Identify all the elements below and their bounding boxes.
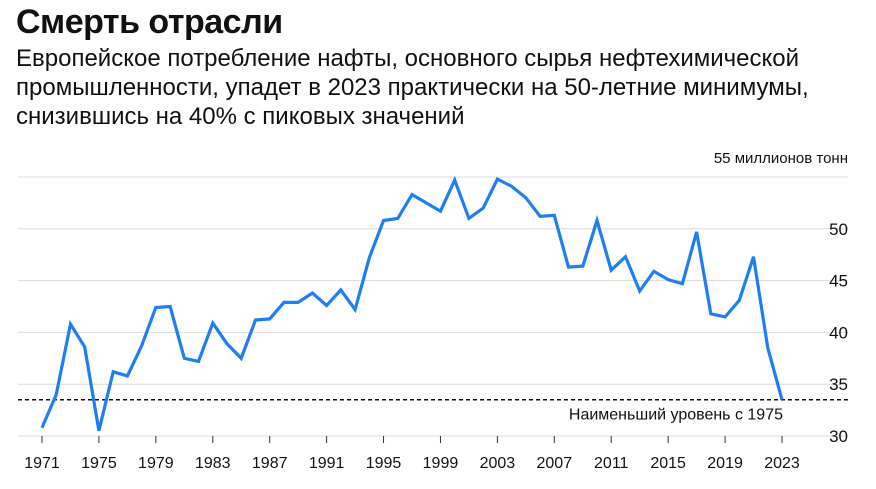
y-tick-label: 35 [829, 375, 848, 394]
x-tick-label: 1991 [309, 455, 345, 472]
x-tick-label: 2019 [707, 455, 743, 472]
x-tick-label: 1999 [423, 455, 459, 472]
y-tick-label: 30 [829, 427, 848, 446]
x-tick-label: 1987 [252, 455, 288, 472]
gridlines [18, 176, 848, 437]
y-tick-label: 45 [829, 272, 848, 291]
x-tick-label: 2007 [537, 455, 573, 472]
series-line [40, 175, 784, 432]
y-tick-label: 50 [829, 220, 848, 239]
chart-subtitle: Европейское потребление нафты, основного… [16, 45, 809, 130]
x-tick-label: 1979 [138, 455, 174, 472]
chart-title: Смерть отрасли [16, 3, 283, 41]
x-tick-label: 2003 [480, 455, 516, 472]
x-tick-label: 1995 [366, 455, 402, 472]
x-tick-label: 1971 [24, 455, 60, 472]
x-tick-label: 2015 [650, 455, 686, 472]
y-axis-ticks: 30 35 40 45 50 [829, 220, 848, 446]
x-tick-label: 1975 [81, 455, 117, 472]
unit-label: 55 миллионов тонн [714, 150, 848, 167]
x-axis-ticks: 1971 1975 1979 1983 1987 1991 1995 1999 2003 2007… [24, 436, 800, 472]
x-tick-label: 2023 [764, 455, 800, 472]
x-tick-label: 2011 [594, 455, 629, 472]
x-tick-label: 1983 [195, 455, 231, 472]
y-tick-label: 40 [829, 323, 848, 342]
reference-annotation: Наименьший уровень с 1975 [569, 407, 783, 424]
